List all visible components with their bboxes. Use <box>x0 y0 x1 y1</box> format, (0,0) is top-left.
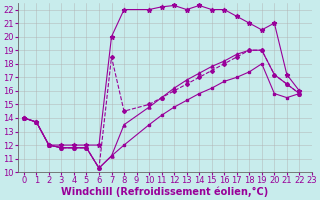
X-axis label: Windchill (Refroidissement éolien,°C): Windchill (Refroidissement éolien,°C) <box>61 187 268 197</box>
